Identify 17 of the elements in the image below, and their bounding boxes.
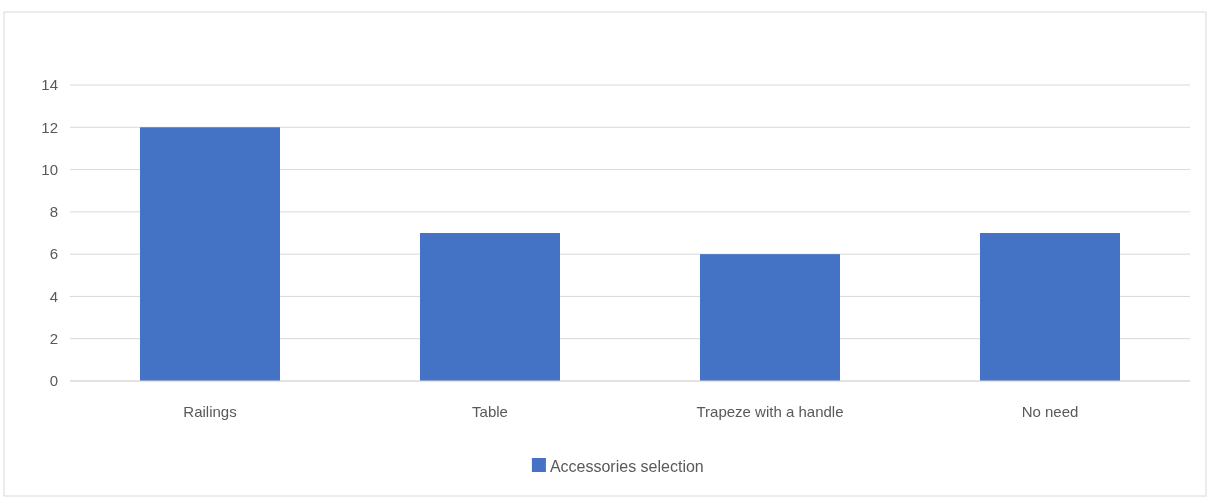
bar <box>700 254 840 381</box>
legend-label: Accessories selection <box>549 457 704 475</box>
y-tick-label: 8 <box>49 203 58 221</box>
y-tick-label: 14 <box>41 76 58 94</box>
y-tick-label: 6 <box>49 245 58 263</box>
bar <box>140 127 280 381</box>
x-tick-label: Table <box>472 403 508 420</box>
y-tick-label: 10 <box>41 160 58 178</box>
y-tick-label: 12 <box>41 118 58 136</box>
bar <box>980 233 1120 381</box>
y-tick-label: 2 <box>49 329 58 347</box>
bar <box>420 233 560 381</box>
y-tick-label: 0 <box>49 372 58 390</box>
x-tick-label: Trapeze with a handle <box>696 403 844 420</box>
x-tick-label: Railings <box>183 403 237 420</box>
y-tick-label: 4 <box>49 287 58 305</box>
x-tick-label: No need <box>1021 403 1079 420</box>
